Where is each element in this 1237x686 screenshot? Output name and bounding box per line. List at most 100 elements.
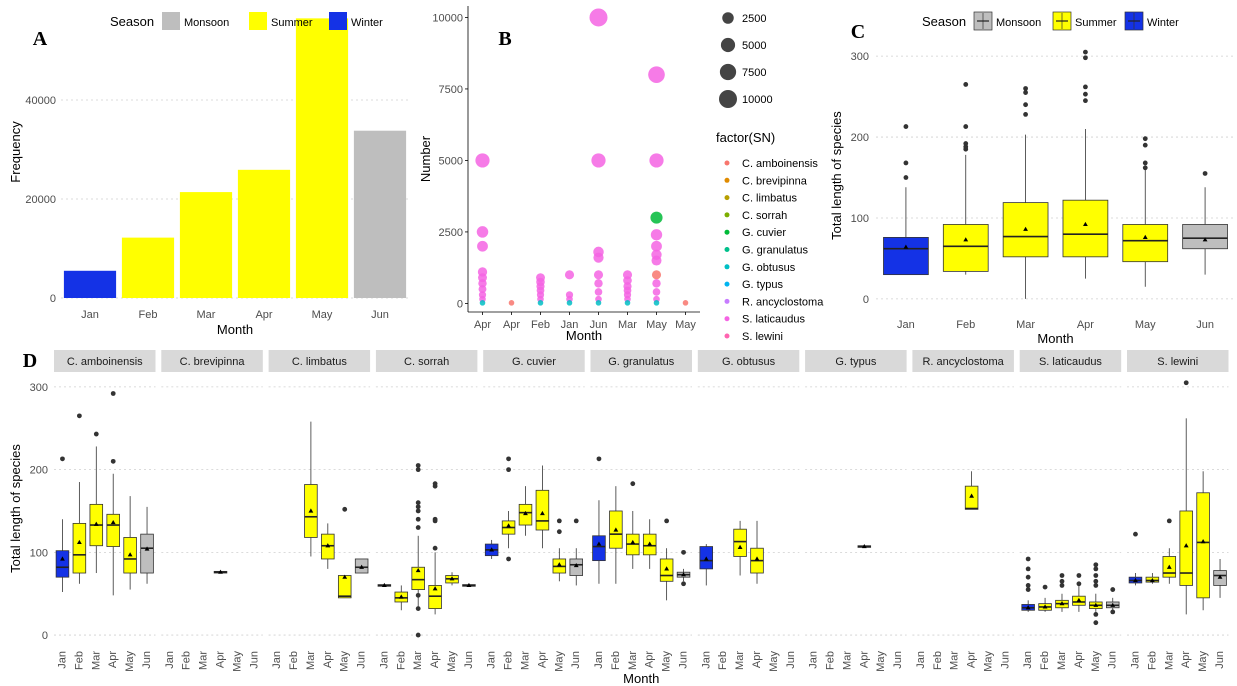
panel-d-xtick-label: Jun bbox=[999, 651, 1011, 669]
panel-a-ytick-label: 0 bbox=[50, 293, 56, 305]
panel-d-xtick-label: Apr bbox=[858, 651, 870, 668]
panel-d-mean bbox=[1166, 564, 1172, 569]
panel-d-xtick-label: Mar bbox=[949, 651, 961, 670]
panel-b-color-legend-label: S. lewini bbox=[742, 331, 783, 343]
panel-c-ylabel: Total length of species bbox=[829, 111, 844, 240]
panel-b-xtick-label: May bbox=[646, 319, 667, 331]
panel-d-mean bbox=[1025, 605, 1031, 610]
panel-d-xtick-label: Jan bbox=[1129, 651, 1141, 669]
panel-c-xtick-label: Feb bbox=[956, 319, 975, 331]
panel-d-outlier bbox=[681, 549, 686, 555]
panel-d-mean bbox=[664, 566, 670, 571]
panel-b-color-legend-label: G. obtusus bbox=[742, 262, 796, 274]
panel-d-xtick-label: Mar bbox=[841, 651, 853, 670]
panel-d-outlier bbox=[415, 508, 421, 514]
panel-b-ytick-label: 5000 bbox=[439, 155, 463, 167]
panel-b-point bbox=[652, 279, 661, 288]
panel-c-mean bbox=[1202, 237, 1208, 242]
panel-c-outlier bbox=[963, 82, 969, 87]
panel-d-xtick-label: Apr bbox=[1073, 651, 1085, 668]
panel-b-xtick-label: Feb bbox=[531, 319, 550, 331]
panel-d-mean bbox=[1076, 597, 1082, 602]
panel-b-ytick-label: 7500 bbox=[439, 84, 463, 96]
panel-d-xtick-label: Jun bbox=[356, 651, 368, 669]
panel-d-box bbox=[55, 550, 70, 578]
panel-d-outlier bbox=[432, 545, 438, 551]
panel-d-strip-label: R. ancyclostoma bbox=[922, 356, 1004, 368]
panel-d-xtick-label: Apr bbox=[107, 651, 119, 668]
panel-c-outlier bbox=[1023, 90, 1028, 95]
panel-d-outlier bbox=[630, 481, 636, 487]
panel-c-xlabel: Month bbox=[1037, 331, 1073, 346]
panel-b-color-legend-label: C. limbatus bbox=[742, 193, 798, 205]
panel-d-xtick-label: Mar bbox=[1056, 651, 1068, 670]
panel-d-outlier bbox=[573, 518, 579, 524]
panel-a-xtick-label: Mar bbox=[197, 309, 216, 321]
panel-b-point bbox=[651, 270, 662, 280]
panel-d-outlier bbox=[1059, 573, 1065, 578]
panel-a-bar bbox=[295, 18, 349, 298]
panel-d-outlier bbox=[1076, 581, 1082, 587]
panel-d-mean bbox=[93, 521, 99, 526]
panel-d-box bbox=[1196, 492, 1210, 599]
panel-b-point bbox=[594, 279, 603, 288]
panel-d-outlier bbox=[93, 431, 99, 437]
panel-d-outlier bbox=[76, 413, 82, 419]
panel-b-color-legend-label: S. laticaudus bbox=[742, 314, 805, 326]
panel-d-outlier bbox=[432, 483, 438, 489]
panel-d-xtick-label: Mar bbox=[1163, 651, 1175, 670]
panel-d-xtick-label: May bbox=[661, 651, 673, 672]
panel-c-outlier bbox=[1023, 86, 1028, 91]
panel-d-outlier bbox=[1025, 566, 1031, 572]
panel-d-mean bbox=[342, 574, 348, 579]
panel-b-ytick-label: 10000 bbox=[432, 12, 463, 24]
panel-d-xtick-label: May bbox=[231, 651, 243, 672]
panel-d-xtick-label: Jun bbox=[785, 651, 797, 669]
panel-d-outlier bbox=[664, 518, 670, 524]
panel-d-mean bbox=[1133, 577, 1138, 583]
panel-d-strip bbox=[483, 350, 585, 372]
panel-b-size-legend-label: 10000 bbox=[742, 94, 773, 106]
panel-b-point bbox=[623, 276, 632, 285]
panel-b-point bbox=[593, 252, 604, 263]
panel-d-mean bbox=[737, 544, 743, 549]
panel-d-outlier bbox=[1093, 566, 1099, 572]
panel-c-box bbox=[942, 224, 989, 272]
panel-a-xtick-label: Jan bbox=[81, 309, 99, 321]
panel-d-outlier bbox=[1059, 578, 1065, 584]
panel-d-xtick-label: Jan bbox=[808, 651, 820, 669]
panel-d-outlier bbox=[1110, 587, 1116, 592]
panel-d-outlier bbox=[415, 525, 421, 530]
panel-d-mean bbox=[754, 556, 760, 561]
panel-d-xtick-label: Jun bbox=[1107, 651, 1119, 669]
panel-d-mean bbox=[703, 556, 709, 561]
panel-d-outlier bbox=[342, 506, 348, 512]
panel-d-xtick-label: Jun bbox=[570, 651, 582, 669]
panel-b-color-legend-label: G. granulatus bbox=[742, 245, 809, 257]
panel-d-ytick-label: 200 bbox=[30, 465, 48, 477]
panel-d-outlier bbox=[1093, 562, 1099, 568]
panel-b-color-legend-key bbox=[724, 212, 730, 218]
panel-b-size-legend-key bbox=[719, 90, 737, 108]
panel-d-outlier bbox=[110, 391, 116, 396]
panel-b-xtick-label: May bbox=[675, 319, 696, 331]
panel-b-size-legend-label: 5000 bbox=[742, 40, 766, 52]
panel-c-outlier bbox=[1083, 49, 1088, 55]
panel-b-ytick-label: 0 bbox=[457, 298, 463, 310]
panel-d-outlier bbox=[415, 516, 421, 522]
panel-b-point bbox=[649, 153, 664, 168]
panel-d-mean bbox=[681, 572, 686, 577]
panel-d-box bbox=[428, 585, 442, 609]
panel-a-bar bbox=[237, 169, 291, 298]
panel-d-outlier bbox=[415, 504, 421, 510]
panel-b-point bbox=[595, 300, 602, 306]
panel-d-ytick-label: 100 bbox=[30, 547, 48, 559]
panel-b-xtick-label: Mar bbox=[618, 319, 637, 331]
panel-b-color-legend-label: G. typus bbox=[742, 279, 783, 291]
panel-d-mean bbox=[381, 582, 387, 588]
panel-d-outlier bbox=[1093, 573, 1099, 578]
panel-d-xtick-label: Apr bbox=[536, 651, 548, 668]
panel-d-xtick-label: Mar bbox=[305, 651, 317, 670]
panel-d-outlier bbox=[1059, 583, 1065, 588]
